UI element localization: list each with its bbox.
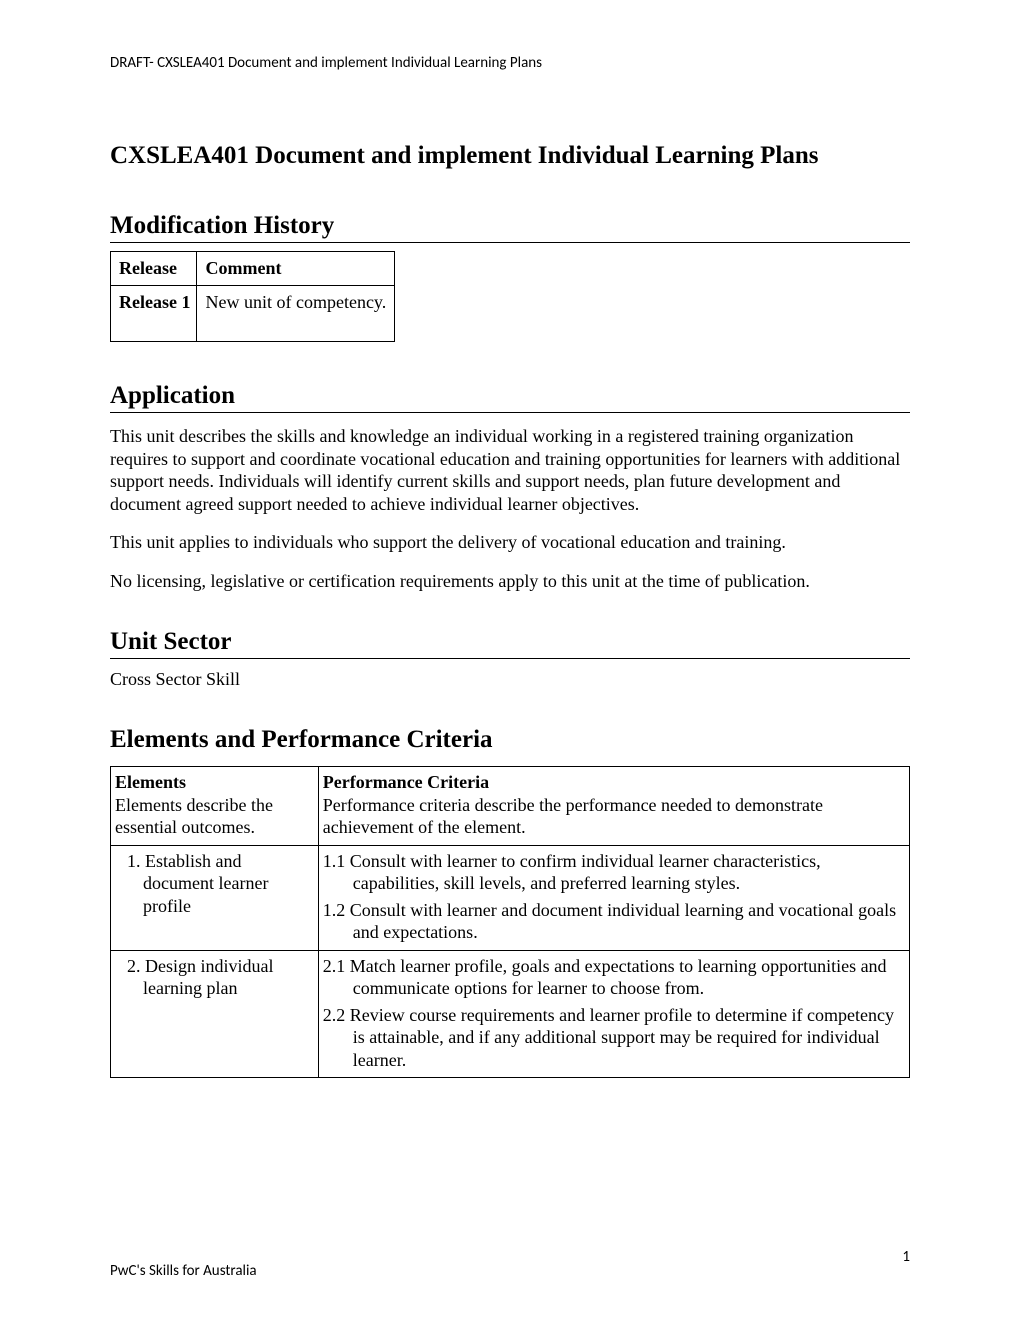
table-row: Elements Elements describe the essential… (111, 767, 910, 846)
page-number: 1 (902, 1248, 910, 1266)
performance-cell: 1.1 Consult with learner to confirm indi… (318, 845, 909, 950)
elements-performance-heading: Elements and Performance Criteria (110, 726, 910, 756)
performance-desc: Performance criteria describe the perfor… (323, 795, 823, 838)
element-cell: 1. Establish and document learner profil… (111, 845, 319, 950)
criteria-text: 2.2 Review course requirements and learn… (323, 1004, 905, 1072)
performance-title: Performance Criteria (323, 771, 905, 794)
application-heading: Application (110, 382, 910, 413)
page-footer-left: PwC's Skills for Australia (110, 1262, 257, 1280)
elements-desc: Elements describe the essential outcomes… (115, 795, 273, 838)
unit-sector-value: Cross Sector Skill (110, 669, 910, 690)
modification-history-heading: Modification History (110, 212, 910, 243)
application-paragraph: This unit applies to individuals who sup… (110, 531, 910, 554)
column-header-elements: Elements Elements describe the essential… (111, 767, 319, 846)
elements-performance-table: Elements Elements describe the essential… (110, 766, 910, 1078)
column-header-comment: Comment (197, 252, 395, 286)
element-cell: 2. Design individual learning plan (111, 950, 319, 1078)
comment-cell: New unit of competency. (197, 286, 395, 342)
column-header-release: Release (111, 252, 197, 286)
table-row: 2. Design individual learning plan 2.1 M… (111, 950, 910, 1078)
application-paragraph: This unit describes the skills and knowl… (110, 425, 910, 515)
criteria-text: 2.1 Match learner profile, goals and exp… (323, 955, 905, 1000)
modification-history-table: Release Comment Release 1 New unit of co… (110, 251, 395, 342)
unit-sector-heading: Unit Sector (110, 628, 910, 659)
document-title: CXSLEA401 Document and implement Individ… (110, 142, 910, 170)
table-row: 1. Establish and document learner profil… (111, 845, 910, 950)
application-paragraph: No licensing, legislative or certificati… (110, 570, 910, 593)
elements-title: Elements (115, 771, 314, 794)
criteria-text: 1.2 Consult with learner and document in… (323, 899, 905, 944)
element-text: 1. Establish and document learner profil… (115, 850, 314, 918)
table-row: Release Comment (111, 252, 395, 286)
performance-cell: 2.1 Match learner profile, goals and exp… (318, 950, 909, 1078)
table-row: Release 1 New unit of competency. (111, 286, 395, 342)
page-header: DRAFT- CXSLEA401 Document and implement … (110, 54, 910, 72)
element-text: 2. Design individual learning plan (115, 955, 314, 1000)
release-cell: Release 1 (111, 286, 197, 342)
column-header-performance: Performance Criteria Performance criteri… (318, 767, 909, 846)
criteria-text: 1.1 Consult with learner to confirm indi… (323, 850, 905, 895)
